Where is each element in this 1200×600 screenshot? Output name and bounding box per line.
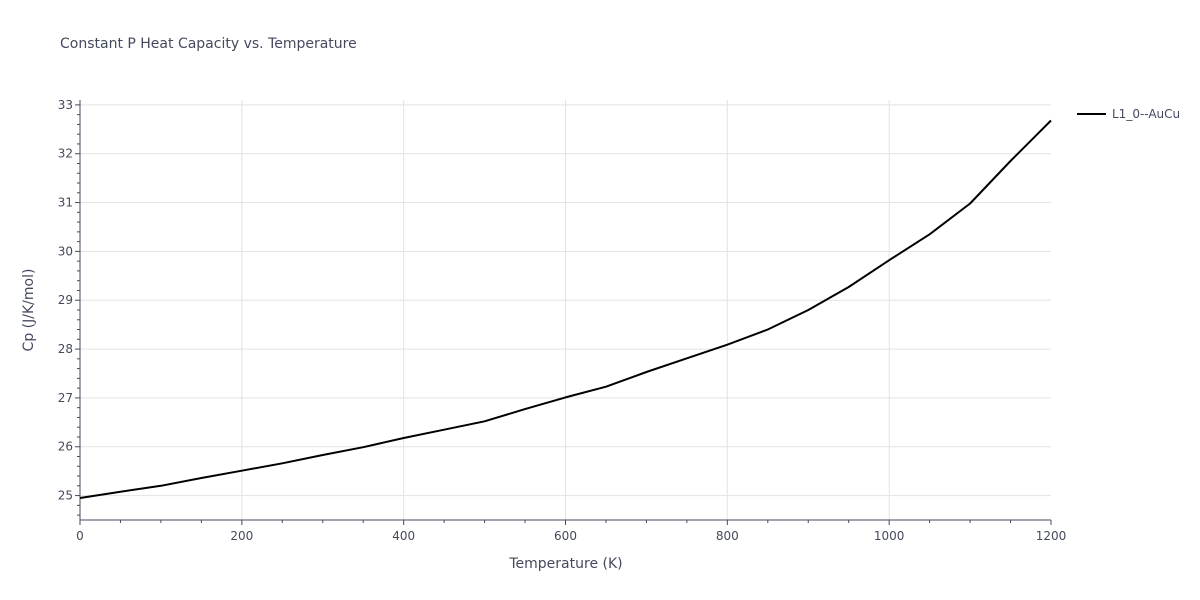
y-axis-label: Cp (J/K/mol) (21, 269, 37, 352)
series-layer (79, 119, 1052, 499)
grid-lines (80, 100, 1051, 520)
y-tick-label: 28 (58, 342, 73, 356)
chart-title: Constant P Heat Capacity vs. Temperature (60, 36, 357, 52)
y-tick-label: 31 (58, 196, 73, 210)
x-tick-label: 0 (76, 529, 84, 543)
x-tick-label: 400 (392, 529, 415, 543)
legend: L1_0--AuCu (1077, 107, 1180, 121)
y-tick-label: 25 (58, 489, 73, 503)
y-tick-label: 30 (58, 244, 73, 258)
y-tick-label: 29 (58, 293, 73, 307)
axes: 0 200 400 600 800 1000 1200 25 26 27 28 29 30 31 32 33 (58, 98, 1067, 543)
y-tick-label: 32 (58, 147, 73, 161)
x-tick-label: 600 (554, 529, 577, 543)
y-tick-label: 33 (58, 98, 73, 112)
x-tick-label: 1200 (1036, 529, 1067, 543)
y-tick-label: 27 (58, 391, 73, 405)
x-tick-label: 200 (230, 529, 253, 543)
x-tick-label: 800 (716, 529, 739, 543)
legend-label: L1_0--AuCu (1112, 107, 1180, 121)
x-tick-label: 1000 (874, 529, 905, 543)
x-axis-label: Temperature (K) (508, 556, 622, 572)
y-tick-label: 26 (58, 440, 73, 454)
series-line (79, 119, 1052, 499)
